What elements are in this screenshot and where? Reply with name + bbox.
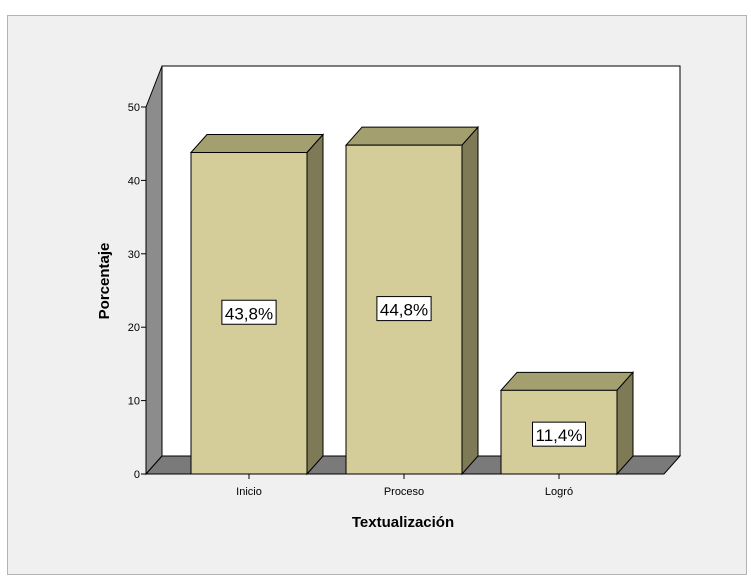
bar-top-face [499, 371, 635, 391]
bar-top-face [344, 126, 480, 146]
y-tick-label: 50 [128, 102, 140, 114]
data-label-box [221, 299, 277, 325]
data-label: 11,4% [532, 421, 586, 447]
bar: 11,4% [499, 371, 635, 476]
y-tick-label: 20 [128, 322, 140, 334]
y-tick-label: 30 [128, 249, 140, 261]
data-label-text: 44,8% [380, 301, 428, 320]
bar-side-face [461, 125, 479, 476]
y-tick-label: 10 [128, 396, 140, 408]
y-axis: 0 10 20 30 40 50 [128, 102, 147, 481]
x-tick-label: Proceso [384, 486, 424, 498]
data-label-box [532, 421, 586, 447]
y-tick-label: 40 [128, 175, 140, 187]
y-axis-title: Porcentaje [96, 243, 113, 320]
side-wall [145, 65, 163, 476]
x-tick-label: Logró [545, 486, 573, 498]
x-axis: Inicio Proceso Logró [146, 473, 664, 498]
bar: 43,8% [189, 133, 325, 476]
data-label: 43,8% [221, 299, 277, 325]
bars: 43,8% 44,8% 11,4% [189, 125, 635, 476]
bar-side-face [306, 133, 324, 476]
x-tick-label: Inicio [236, 486, 262, 498]
data-label-text: 43,8% [225, 304, 273, 323]
data-label-box [376, 296, 432, 322]
data-label-text: 11,4% [536, 426, 583, 445]
bar-side-face [616, 371, 634, 476]
bar-top-face [189, 134, 325, 154]
x-axis-title: Textualización [352, 514, 454, 531]
y-tick-label: 0 [134, 469, 140, 481]
bar: 44,8% [344, 125, 480, 476]
data-label: 44,8% [376, 296, 432, 322]
